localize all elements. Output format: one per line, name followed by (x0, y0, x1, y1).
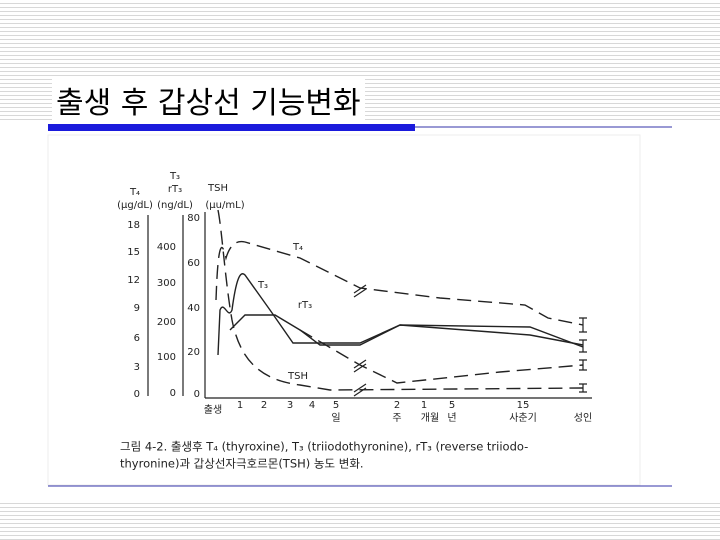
slide-title: 출생 후 갑상선 기능변화 (52, 78, 365, 122)
axis-header: (μu/mL) (205, 200, 244, 211)
x-label: 일 (331, 412, 340, 424)
axis-header: TSH (207, 183, 228, 194)
x-label: 15 (517, 400, 530, 411)
tick-label: 15 (127, 247, 140, 258)
caption: thyronine)과 갑상선자극호르몬(TSH) 농도 변화. (120, 457, 364, 471)
x-label: 2 (261, 400, 267, 411)
curve-label: T₃ (257, 280, 268, 291)
x-label: 2 (394, 400, 400, 411)
tick-label: 12 (127, 275, 140, 286)
curve-label: TSH (287, 371, 308, 382)
x-label: 주 (392, 413, 401, 424)
tick-label: 100 (157, 352, 176, 363)
tick-label: 6 (134, 333, 140, 344)
axis-header: rT₃ (168, 184, 182, 195)
x-label: 5 (449, 400, 455, 411)
tick-label: 9 (134, 303, 140, 314)
tick-label: 400 (157, 242, 176, 253)
x-label: 3 (287, 400, 293, 411)
axes (147, 212, 592, 399)
caption: 그림 4-2. 출생후 T₄ (thyroxine), T₃ (triiodot… (120, 440, 528, 454)
axis-header: T₃ (169, 171, 180, 182)
x-label: 4 (309, 400, 315, 411)
curves (215, 209, 587, 397)
tick-label: 80 (187, 213, 200, 224)
tick-label: 200 (157, 317, 176, 328)
tick-label: 20 (187, 347, 200, 358)
curve-label: rT₃ (298, 300, 312, 311)
tick-label: 18 (127, 220, 140, 231)
figure-area (47, 134, 641, 486)
axis-header: (μg/dL) (117, 200, 153, 211)
title-bar (48, 124, 415, 131)
axis-header: (ng/dL) (157, 200, 193, 211)
tick-label: 60 (187, 258, 200, 269)
x-label: 5 (333, 400, 339, 411)
tick-label: 3 (134, 362, 140, 373)
x-label: 성인 (574, 412, 592, 424)
tick-label: 0 (170, 388, 176, 399)
curve-label: T₄ (292, 242, 303, 253)
tick-label: 300 (157, 278, 176, 289)
x-label: 사춘기 (509, 412, 537, 424)
x-label: 년 (447, 412, 456, 424)
tick-label: 0 (134, 389, 140, 400)
tick-label: 40 (187, 303, 200, 314)
x-label: 출생 (204, 404, 222, 416)
tick-label: 0 (194, 389, 200, 400)
x-label: 1 (421, 400, 427, 411)
x-label: 1 (237, 400, 243, 411)
axis-header: T₄ (129, 187, 140, 198)
x-label: 개월 (421, 412, 439, 424)
